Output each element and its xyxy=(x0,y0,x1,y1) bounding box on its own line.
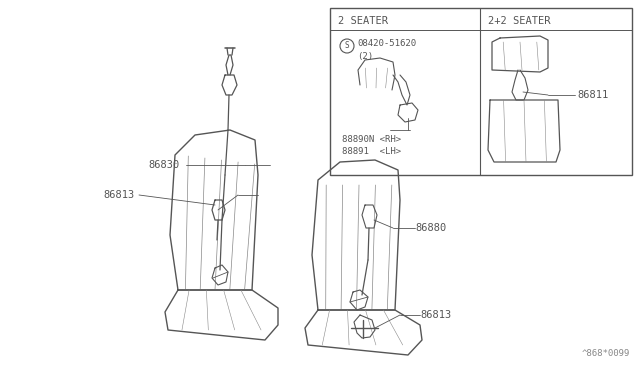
Text: 86813: 86813 xyxy=(420,310,451,320)
Text: 2+2 SEATER: 2+2 SEATER xyxy=(488,16,550,26)
Text: 2 SEATER: 2 SEATER xyxy=(338,16,388,26)
Text: 86830: 86830 xyxy=(148,160,179,170)
Text: (2): (2) xyxy=(357,51,373,61)
Text: 86813: 86813 xyxy=(103,190,134,200)
Text: ^868*0099: ^868*0099 xyxy=(582,349,630,358)
Text: 88891  <LH>: 88891 <LH> xyxy=(342,148,401,157)
Text: 86880: 86880 xyxy=(415,223,446,233)
Text: S: S xyxy=(345,42,349,51)
Text: 88890N <RH>: 88890N <RH> xyxy=(342,135,401,144)
Text: 08420-51620: 08420-51620 xyxy=(357,39,416,48)
Bar xyxy=(330,8,632,175)
Text: 86811: 86811 xyxy=(577,90,608,100)
